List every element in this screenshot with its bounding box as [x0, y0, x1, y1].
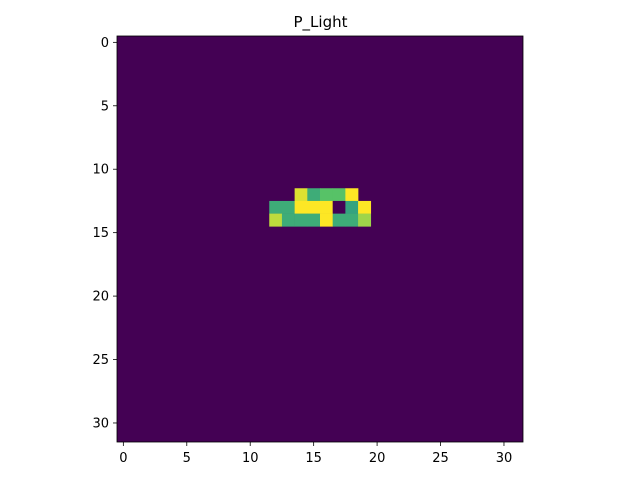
heatmap-cell: [269, 213, 283, 227]
x-tick-label: 15: [305, 451, 322, 466]
heatmap-cell: [320, 213, 333, 227]
heatmap-cell: [269, 200, 283, 214]
chart-title: P_Light: [294, 13, 348, 32]
heatmap-cell: [332, 200, 346, 214]
plot-frame: [116, 35, 524, 443]
heatmap-cell: [307, 213, 321, 227]
heatmap-cell: [345, 200, 359, 214]
heatmap-background-cells: [117, 36, 523, 442]
heatmap-cell: [345, 213, 359, 227]
heatmap-cell: [281, 200, 295, 214]
y-tick-label: 5: [101, 99, 109, 114]
heatmap-cell: [307, 200, 321, 214]
x-tick-label: 10: [242, 451, 259, 466]
x-axis: 0 5 10 15 20 25 30: [119, 442, 512, 466]
x-tick-label: 5: [183, 451, 191, 466]
heatmap-cell: [345, 188, 359, 202]
heatmap-cell: [320, 188, 333, 202]
y-tick-label: 15: [92, 226, 109, 241]
x-tick-label: 0: [119, 451, 127, 466]
x-tick-label: 30: [496, 451, 513, 466]
heatmap-cell: [294, 200, 308, 214]
y-tick-label: 25: [92, 353, 109, 368]
heatmap-cell: [320, 200, 333, 214]
y-tick-label: 30: [92, 416, 109, 431]
x-tick-label: 25: [432, 451, 449, 466]
heatmap-cell: [294, 188, 308, 202]
heatmap-cell: [281, 213, 295, 227]
heatmap-cell: [358, 213, 372, 227]
heatmap-cell: [294, 213, 308, 227]
y-axis: 0 5 10 15 20 25 30: [92, 36, 117, 431]
heatmap-cell: [332, 188, 346, 202]
heatmap-cell: [358, 200, 372, 214]
x-tick-label: 20: [369, 451, 386, 466]
plot-area: [117, 36, 523, 442]
y-tick-label: 20: [92, 290, 109, 305]
heatmap-cell: [307, 188, 321, 202]
y-tick-label: 10: [92, 163, 109, 178]
heatmap-cell: [332, 213, 346, 227]
y-tick-label: 0: [101, 36, 109, 51]
